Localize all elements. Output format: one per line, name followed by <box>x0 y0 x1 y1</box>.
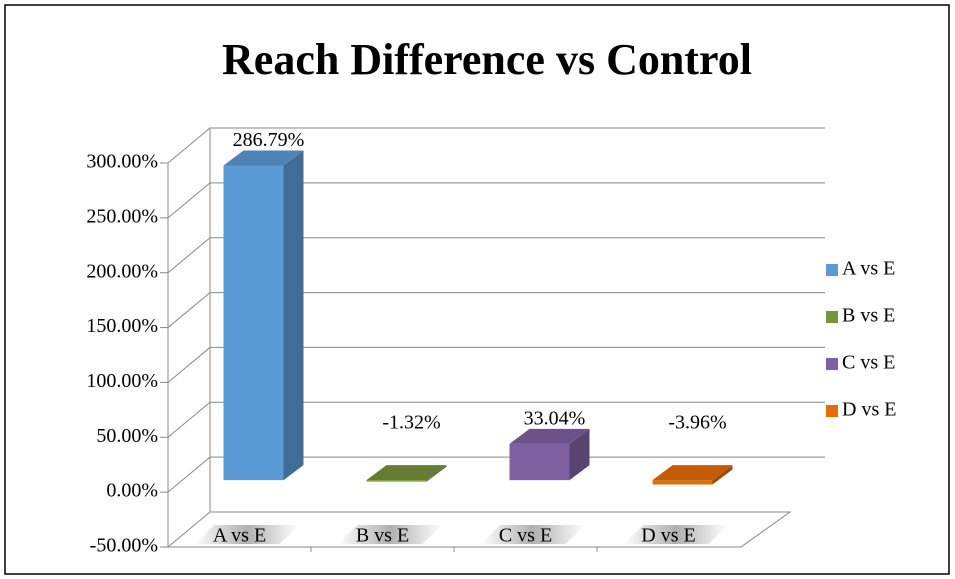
category-shadow <box>194 525 300 544</box>
grid-line <box>167 127 825 164</box>
legend-swatch <box>826 358 838 370</box>
category-shadow <box>480 525 586 544</box>
bar-side <box>712 465 733 485</box>
data-label: -1.32% <box>382 412 440 434</box>
bar-front <box>652 480 713 485</box>
y-tick-label: 150.00% <box>86 315 158 337</box>
grid-line <box>167 237 825 274</box>
y-tick-label: 100.00% <box>86 370 158 392</box>
y-tick-label: -50.00% <box>90 535 158 557</box>
grid-line <box>167 292 825 328</box>
data-label: -3.96% <box>668 412 726 434</box>
y-tick-label: 0.00% <box>106 480 158 502</box>
x-tick-label: A vs E <box>213 525 266 547</box>
data-label: 286.79% <box>233 129 305 151</box>
x-tick-label: D vs E <box>641 525 695 547</box>
grid-line <box>167 456 825 493</box>
bar <box>509 428 590 481</box>
legend-label: B vs E <box>842 305 895 327</box>
legend-swatch <box>826 405 838 417</box>
y-tick-label: 300.00% <box>86 151 158 173</box>
bar-top <box>509 428 590 444</box>
x-tick-label: C vs E <box>499 525 552 547</box>
legend-label: A vs E <box>842 258 895 280</box>
bar-front <box>509 443 570 481</box>
bar-front <box>366 480 427 482</box>
legend-swatch <box>826 264 838 276</box>
category-shadow <box>623 525 729 544</box>
bar-front <box>223 165 284 481</box>
bar-side <box>283 150 304 481</box>
bar-top <box>652 465 733 481</box>
category-shadow <box>337 525 443 544</box>
bar <box>652 465 733 485</box>
bar-side <box>426 465 447 482</box>
legend-swatch <box>826 311 838 323</box>
grid-line <box>167 182 825 219</box>
y-tick-label: 50.00% <box>96 425 158 447</box>
grid-line <box>167 401 825 438</box>
legend-label: D vs E <box>842 399 896 421</box>
grid-line <box>167 346 825 383</box>
chart-title: Reach Difference vs Control <box>222 35 752 84</box>
bar-side <box>569 428 590 481</box>
y-tick-label: 200.00% <box>86 260 158 282</box>
bar-top <box>366 465 447 481</box>
chart-border <box>4 4 950 575</box>
data-label: 33.04% <box>524 407 586 429</box>
x-tick-label: B vs E <box>356 525 409 547</box>
bar <box>223 150 304 481</box>
bar <box>366 465 447 482</box>
legend-label: C vs E <box>842 352 895 374</box>
bar-top <box>223 150 304 166</box>
y-tick-label: 250.00% <box>86 205 158 227</box>
